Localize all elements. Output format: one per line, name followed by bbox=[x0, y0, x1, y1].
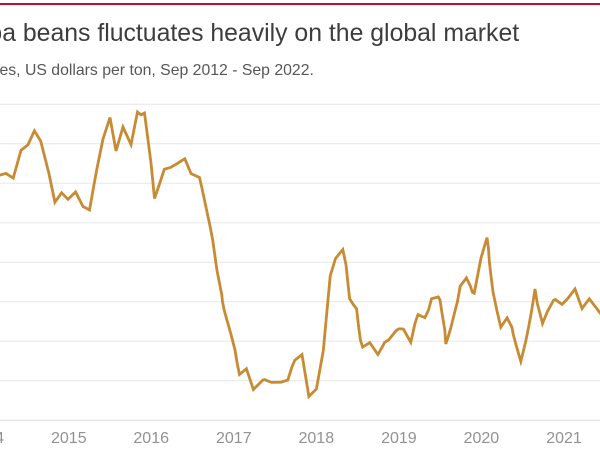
svg-text:2015: 2015 bbox=[51, 430, 87, 447]
svg-text:2016: 2016 bbox=[133, 430, 169, 447]
svg-text:2019: 2019 bbox=[381, 430, 417, 447]
svg-text:2014: 2014 bbox=[0, 430, 4, 447]
svg-text:2021: 2021 bbox=[546, 430, 582, 447]
svg-text:2018: 2018 bbox=[299, 430, 335, 447]
svg-text:2017: 2017 bbox=[216, 430, 252, 447]
svg-text:2020: 2020 bbox=[464, 430, 500, 447]
